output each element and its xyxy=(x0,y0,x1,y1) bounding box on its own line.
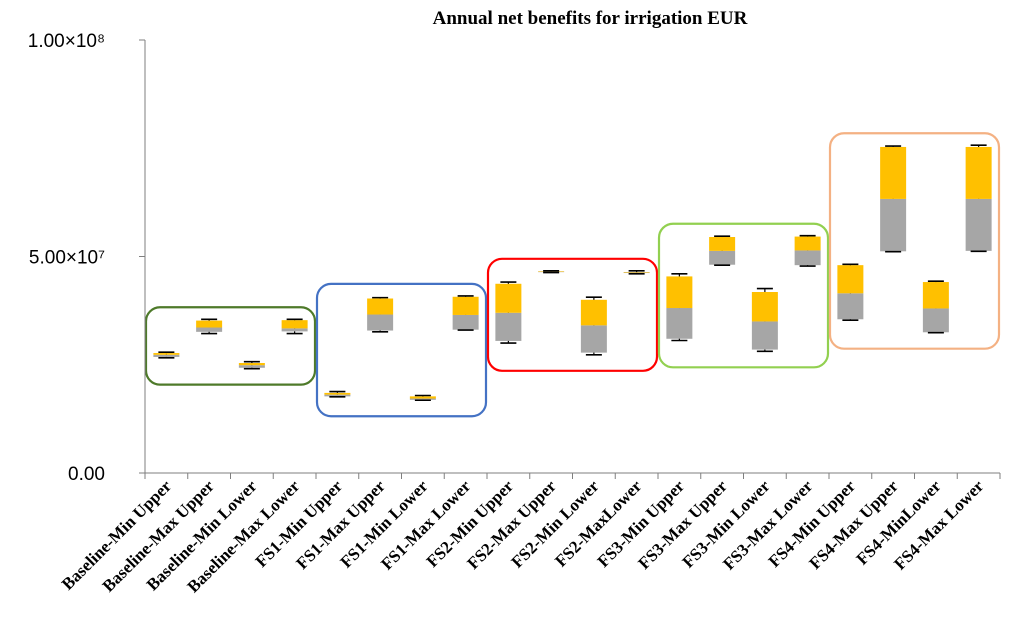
upper-box xyxy=(922,282,949,309)
lower-box xyxy=(495,312,522,341)
box-13 xyxy=(666,273,693,342)
chart-title: Annual net benefits for irrigation EUR xyxy=(433,8,748,29)
lower-box xyxy=(281,328,308,332)
box-2 xyxy=(196,318,223,335)
box-7 xyxy=(409,394,436,402)
box-6 xyxy=(367,296,394,333)
box-20 xyxy=(965,144,992,253)
upper-box xyxy=(580,299,607,326)
lower-box xyxy=(409,398,436,400)
box-9 xyxy=(495,281,522,344)
group-frame-baseline xyxy=(144,306,317,386)
upper-box xyxy=(324,392,351,395)
upper-box xyxy=(495,283,522,313)
upper-box xyxy=(751,292,778,322)
box-10 xyxy=(538,269,565,274)
lower-box xyxy=(751,321,778,350)
box-1 xyxy=(153,351,180,359)
upper-box xyxy=(709,237,736,251)
lower-box xyxy=(965,198,992,251)
lower-box xyxy=(324,394,351,397)
lower-box xyxy=(709,250,736,265)
y-tick-label: 1.00×10⁸ xyxy=(28,31,105,52)
lower-box xyxy=(880,198,907,252)
box-series xyxy=(153,144,992,402)
upper-box xyxy=(666,276,693,309)
lower-box xyxy=(666,308,693,339)
box-3 xyxy=(238,360,265,370)
upper-box xyxy=(452,296,479,315)
lower-box xyxy=(238,365,265,368)
group-frame-fs4 xyxy=(828,132,1001,350)
upper-box xyxy=(409,396,436,399)
upper-box xyxy=(367,298,394,315)
box-12 xyxy=(623,269,650,275)
upper-box xyxy=(281,320,308,329)
group-frame-fs3 xyxy=(657,222,830,369)
axes: 0.00 5.00×10⁷ 1.00×10⁸ xyxy=(28,31,1001,485)
upper-box xyxy=(880,146,907,199)
lower-box xyxy=(623,272,650,274)
upper-box xyxy=(238,363,265,366)
upper-box xyxy=(837,265,864,294)
upper-box xyxy=(623,272,650,273)
box-4 xyxy=(281,318,308,335)
upper-box xyxy=(153,353,180,355)
upper-box xyxy=(196,320,223,328)
box-14 xyxy=(709,235,736,266)
group-frame-fs2 xyxy=(486,257,659,372)
box-5 xyxy=(324,390,351,398)
lower-box xyxy=(794,250,821,266)
box-19 xyxy=(922,280,949,334)
y-tick-label: 5.00×10⁷ xyxy=(29,248,105,269)
upper-box xyxy=(794,236,821,251)
lower-box xyxy=(837,293,864,320)
lower-box xyxy=(196,327,223,332)
box-15 xyxy=(751,287,778,353)
upper-box xyxy=(965,146,992,199)
box-18 xyxy=(880,145,907,253)
lower-box xyxy=(452,314,479,330)
lower-box xyxy=(580,325,607,353)
box-8 xyxy=(452,295,479,331)
lower-box xyxy=(153,354,180,357)
scenario-group-frames xyxy=(144,132,1001,418)
box-17 xyxy=(837,263,864,321)
lower-box xyxy=(367,314,394,331)
y-tick-label: 0.00 xyxy=(68,464,105,485)
box-16 xyxy=(794,234,821,267)
lower-box xyxy=(922,308,949,333)
box-11 xyxy=(580,296,607,356)
group-frame-fs1 xyxy=(315,282,488,418)
